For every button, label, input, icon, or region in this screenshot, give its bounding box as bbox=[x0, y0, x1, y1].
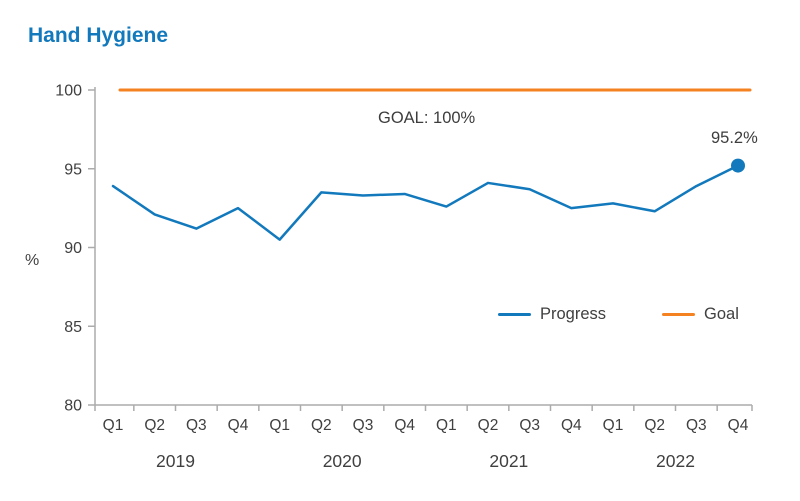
legend-item-goal[interactable]: Goal bbox=[662, 305, 739, 324]
x-axis-tick-label: Q4 bbox=[394, 417, 415, 434]
x-axis-tick-label: Q1 bbox=[603, 417, 624, 434]
x-axis-tick-label: Q3 bbox=[686, 417, 707, 434]
last-value-annotation: 95.2% bbox=[711, 129, 758, 147]
x-axis-year-label: 2021 bbox=[489, 451, 528, 471]
x-axis-year-label: 2019 bbox=[156, 451, 195, 471]
x-axis-tick-label: Q3 bbox=[353, 417, 374, 434]
y-axis-tick-label: 80 bbox=[64, 398, 82, 415]
progress-line-swatch bbox=[498, 313, 531, 316]
x-axis-tick-label: Q1 bbox=[103, 417, 124, 434]
x-axis-tick-label: Q4 bbox=[228, 417, 249, 434]
goal-annotation: GOAL: 100% bbox=[378, 109, 476, 127]
y-axis-tick-label: 90 bbox=[64, 240, 82, 257]
x-axis-tick-label: Q4 bbox=[728, 417, 749, 434]
x-axis-tick-label: Q3 bbox=[186, 417, 207, 434]
x-axis-tick-label: Q2 bbox=[311, 417, 332, 434]
y-axis-tick-label: 95 bbox=[64, 161, 82, 178]
goal-line-swatch bbox=[662, 313, 696, 316]
progress-line bbox=[111, 164, 740, 241]
legend-item-progress[interactable]: Progress bbox=[498, 305, 606, 324]
x-axis-tick-label: Q2 bbox=[644, 417, 665, 434]
legend-label-progress: Progress bbox=[540, 305, 607, 323]
y-axis-title: % bbox=[25, 252, 40, 269]
page-title: Hand Hygiene bbox=[28, 24, 169, 47]
x-axis-year-label: 2020 bbox=[323, 451, 362, 471]
x-axis-tick-label: Q3 bbox=[519, 417, 540, 434]
x-axis-tick-label: Q1 bbox=[269, 417, 290, 434]
x-axis-tick-label: Q4 bbox=[561, 417, 582, 434]
y-axis-tick-label: 100 bbox=[55, 83, 82, 100]
chart-legend: Progress Goal bbox=[498, 305, 739, 324]
y-axis-tick-label: 85 bbox=[64, 319, 82, 336]
x-axis-tick-label: Q1 bbox=[436, 417, 457, 434]
legend-label-goal: Goal bbox=[704, 305, 739, 323]
x-axis-tick-label: Q2 bbox=[144, 417, 165, 434]
x-axis-year-label: 2022 bbox=[656, 451, 695, 471]
last-point-marker bbox=[731, 158, 745, 173]
x-axis-tick-label: Q2 bbox=[478, 417, 499, 434]
